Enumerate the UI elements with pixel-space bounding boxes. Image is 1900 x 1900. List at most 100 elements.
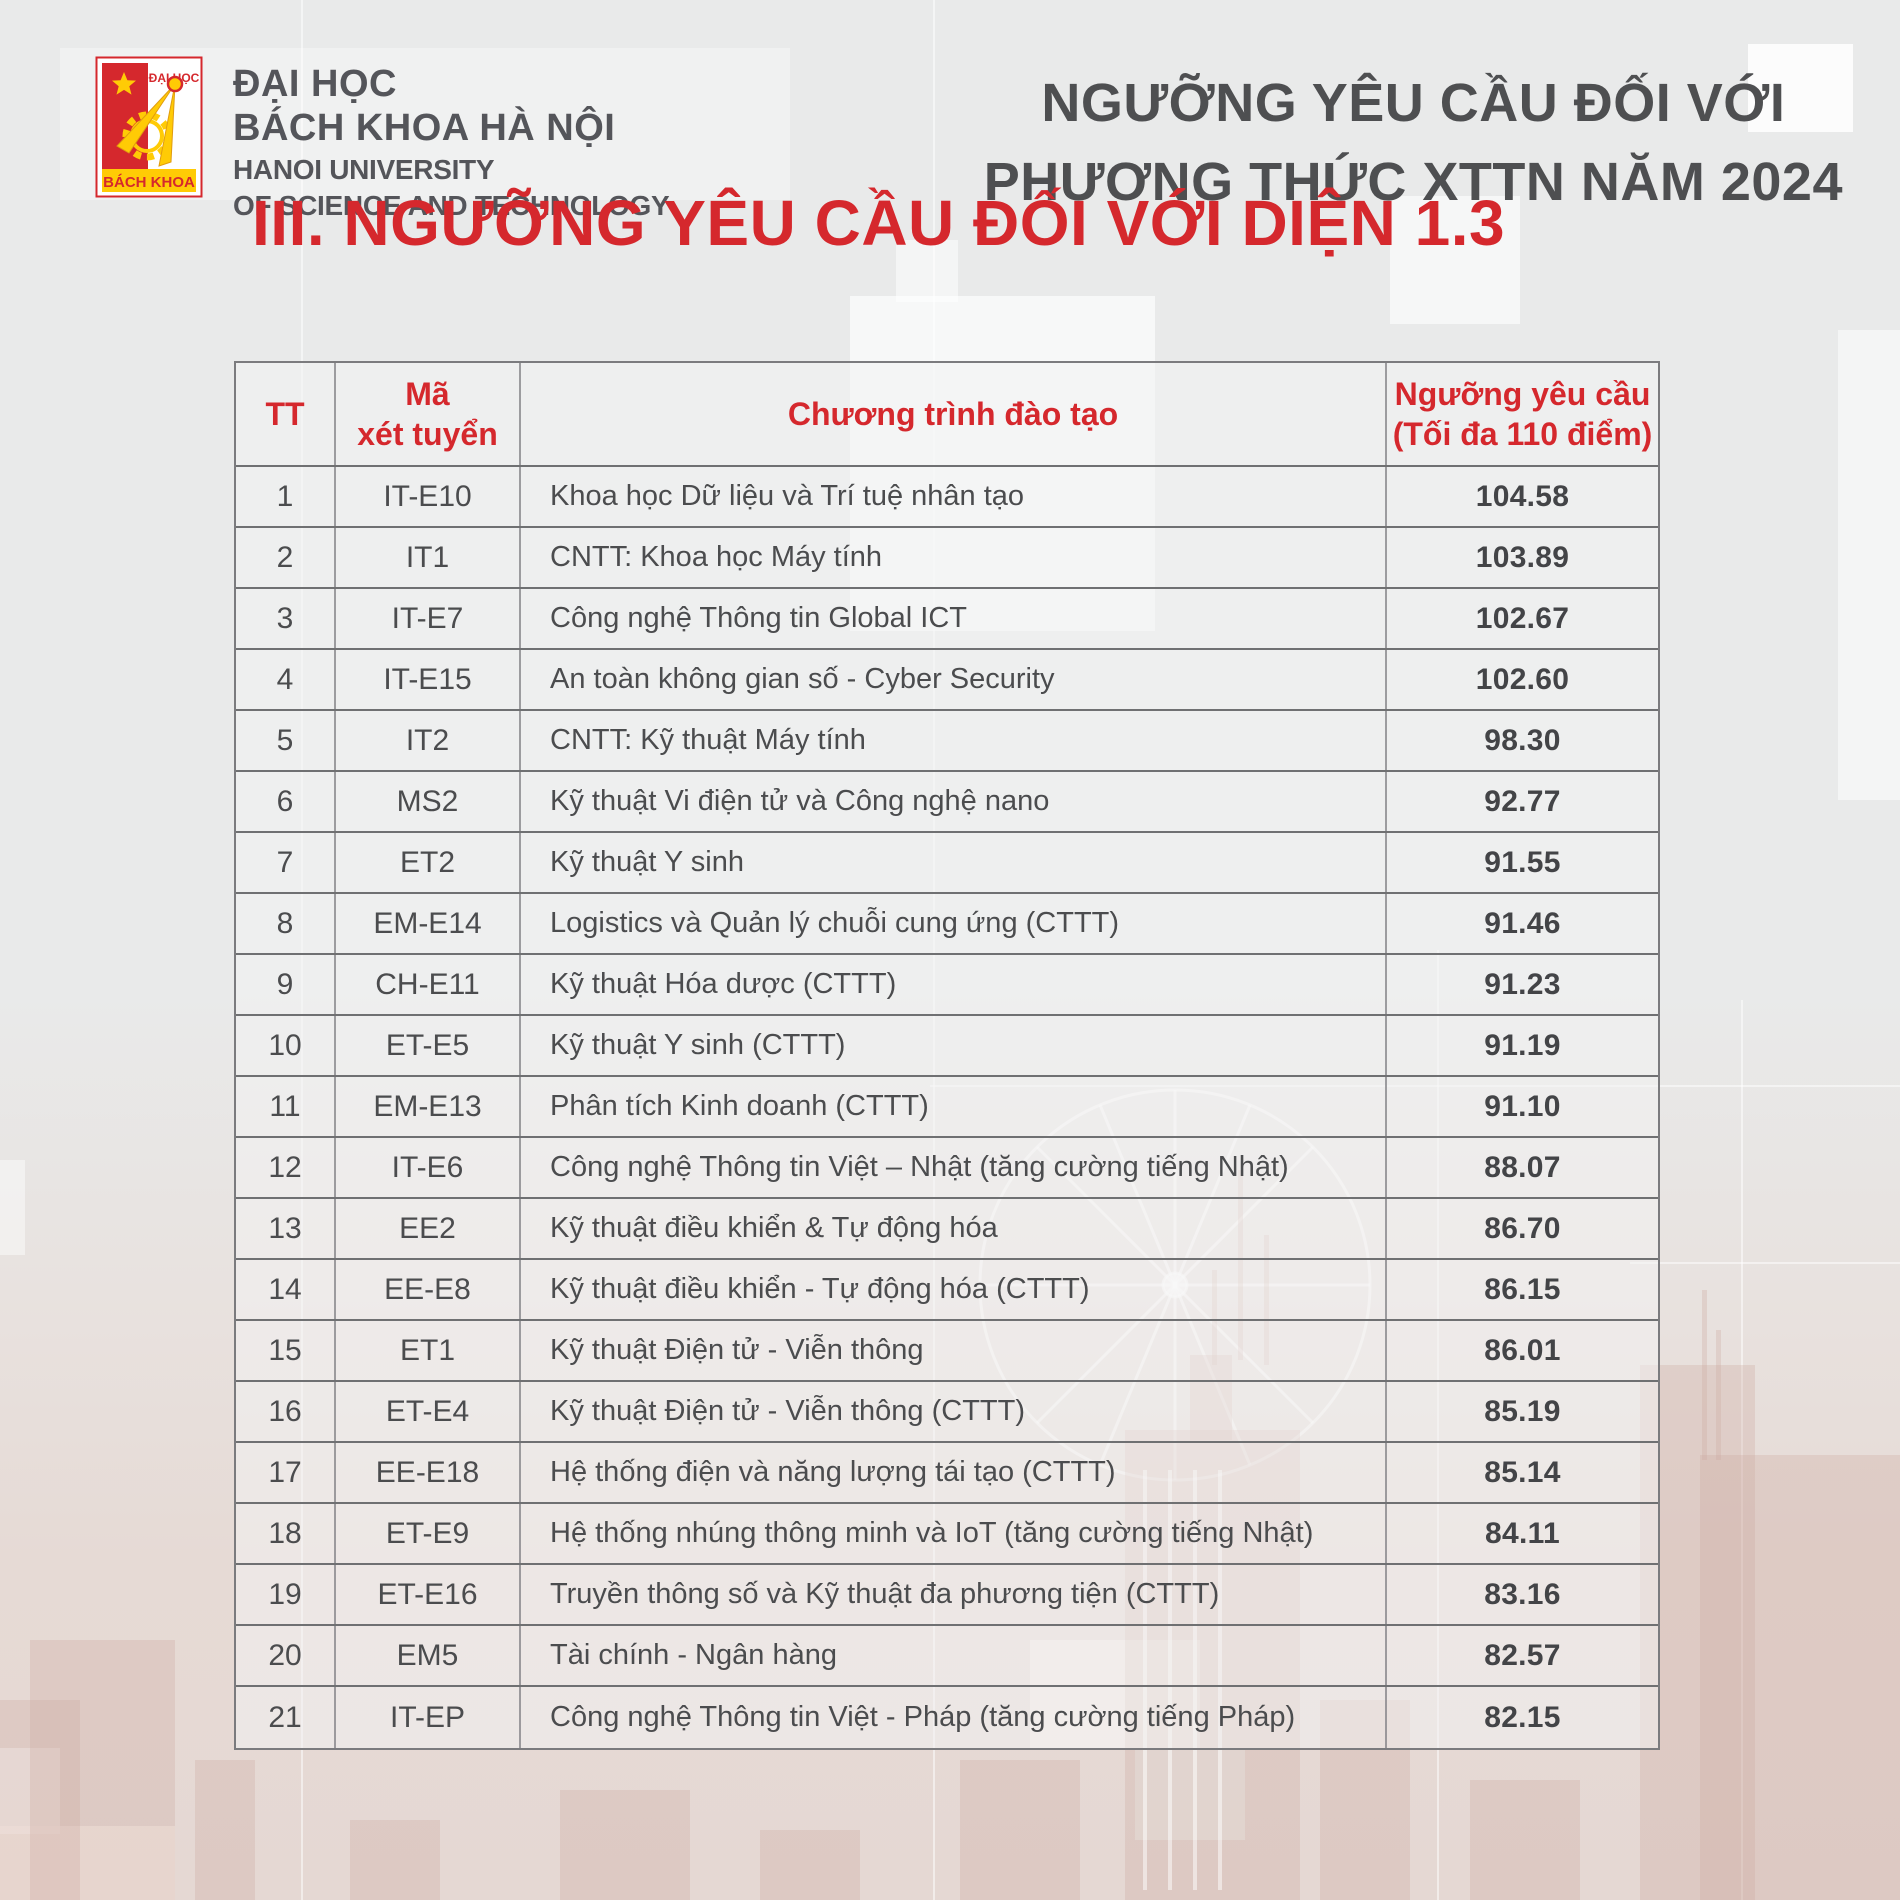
table-row: 7 ET2 Kỹ thuật Y sinh 91.55: [236, 833, 1658, 894]
banner-line1: NGƯỠNG YÊU CẦU ĐỐI VỚI: [1041, 73, 1786, 133]
university-name-vi-line2: BÁCH KHOA HÀ NỘI: [233, 107, 616, 149]
cell-score: 85.19: [1387, 1382, 1658, 1441]
cell-score: 91.46: [1387, 894, 1658, 953]
cell-score: 83.16: [1387, 1565, 1658, 1624]
cell-code: ET-E5: [336, 1016, 521, 1075]
table-row: 9 CH-E11 Kỹ thuật Hóa dược (CTTT) 91.23: [236, 955, 1658, 1016]
cell-program: Công nghệ Thông tin Việt - Pháp (tăng cư…: [521, 1687, 1387, 1748]
table-row: 17 EE-E18 Hệ thống điện và năng lượng tái …: [236, 1443, 1658, 1504]
table-row: 4 IT-E15 An toàn không gian số - Cyber Sec…: [236, 650, 1658, 711]
cell-program: An toàn không gian số - Cyber Security: [521, 650, 1387, 709]
cell-code: EM-E14: [336, 894, 521, 953]
table-row: 16 ET-E4 Kỹ thuật Điện tử - Viễn thông (CT…: [236, 1382, 1658, 1443]
cell-tt: 4: [236, 650, 336, 709]
cell-tt: 3: [236, 589, 336, 648]
university-name-en-line2: OF SCIENCE AND TECHNOLOGY: [233, 190, 670, 221]
cell-program: Công nghệ Thông tin Việt – Nhật (tăng cư…: [521, 1138, 1387, 1197]
cell-tt: 6: [236, 772, 336, 831]
cell-program: Kỹ thuật Điện tử - Viễn thông (CTTT): [521, 1382, 1387, 1441]
cell-program: Logistics và Quản lý chuỗi cung ứng (CTT…: [521, 894, 1387, 953]
cell-score: 82.15: [1387, 1687, 1658, 1748]
bg-square: [0, 1826, 175, 1900]
cell-code: ET-E4: [336, 1382, 521, 1441]
header-program: Chương trình đào tạo: [521, 363, 1387, 465]
cell-program: Kỹ thuật điều khiển - Tự động hóa (CTTT): [521, 1260, 1387, 1319]
cell-score: 86.15: [1387, 1260, 1658, 1319]
table-row: 6 MS2 Kỹ thuật Vi điện tử và Công nghệ nan…: [236, 772, 1658, 833]
cell-tt: 2: [236, 528, 336, 587]
cell-score: 91.55: [1387, 833, 1658, 892]
cell-score: 82.57: [1387, 1626, 1658, 1685]
cell-tt: 15: [236, 1321, 336, 1380]
cell-tt: 16: [236, 1382, 336, 1441]
cell-score: 92.77: [1387, 772, 1658, 831]
table-row: 5 IT2 CNTT: Kỹ thuật Máy tính 98.30: [236, 711, 1658, 772]
header-threshold: Ngưỡng yêu cầu (Tối đa 110 điểm): [1387, 363, 1658, 465]
cell-code: EM5: [336, 1626, 521, 1685]
cell-code: ET-E9: [336, 1504, 521, 1563]
cell-program: CNTT: Khoa học Máy tính: [521, 528, 1387, 587]
cell-tt: 7: [236, 833, 336, 892]
table-row: 21 IT-EP Công nghệ Thông tin Việt - Pháp (…: [236, 1687, 1658, 1748]
cell-code: IT1: [336, 528, 521, 587]
logo-bottom-label: BÁCH KHOA: [103, 174, 195, 191]
cell-score: 98.30: [1387, 711, 1658, 770]
cell-tt: 13: [236, 1199, 336, 1258]
table-row: 2 IT1 CNTT: Khoa học Máy tính 103.89: [236, 528, 1658, 589]
cell-tt: 14: [236, 1260, 336, 1319]
cell-tt: 8: [236, 894, 336, 953]
cell-code: EE2: [336, 1199, 521, 1258]
cell-program: Kỹ thuật điều khiển & Tự động hóa: [521, 1199, 1387, 1258]
table-row: 14 EE-E8 Kỹ thuật điều khiển - Tự động hóa…: [236, 1260, 1658, 1321]
cell-tt: 11: [236, 1077, 336, 1136]
table-row: 10 ET-E5 Kỹ thuật Y sinh (CTTT) 91.19: [236, 1016, 1658, 1077]
table-row: 12 IT-E6 Công nghệ Thông tin Việt – Nhật (…: [236, 1138, 1658, 1199]
table-row: 20 EM5 Tài chính - Ngân hàng 82.57: [236, 1626, 1658, 1687]
university-name-block: ĐẠI HỌC BÁCH KHOA HÀ NỘI HANOI UNIVERSIT…: [233, 62, 670, 222]
cell-tt: 10: [236, 1016, 336, 1075]
header-threshold-line1: Ngưỡng yêu cầu: [1394, 376, 1651, 412]
cell-score: 88.07: [1387, 1138, 1658, 1197]
cell-tt: 1: [236, 467, 336, 526]
cell-program: Tài chính - Ngân hàng: [521, 1626, 1387, 1685]
header-code-line1: Mã: [405, 376, 450, 412]
star-icon: [112, 72, 136, 95]
cell-tt: 12: [236, 1138, 336, 1197]
cell-program: Kỹ thuật Điện tử - Viễn thông: [521, 1321, 1387, 1380]
bg-gridline: [1741, 1000, 1743, 1900]
cell-program: Kỹ thuật Y sinh (CTTT): [521, 1016, 1387, 1075]
cell-tt: 17: [236, 1443, 336, 1502]
header-code: Mã xét tuyển: [336, 363, 521, 465]
table-row: 15 ET1 Kỹ thuật Điện tử - Viễn thông 86.01: [236, 1321, 1658, 1382]
cell-program: Hệ thống điện và năng lượng tái tạo (CTT…: [521, 1443, 1387, 1502]
bg-square: [0, 1748, 60, 1834]
cell-program: Khoa học Dữ liệu và Trí tuệ nhân tạo: [521, 467, 1387, 526]
cell-score: 85.14: [1387, 1443, 1658, 1502]
cell-tt: 5: [236, 711, 336, 770]
header-threshold-line2: (Tối đa 110 điểm): [1392, 416, 1653, 452]
table-body: 1 IT-E10 Khoa học Dữ liệu và Trí tuệ nhân …: [236, 467, 1658, 1748]
header-tt: TT: [236, 363, 336, 465]
table-row: 1 IT-E10 Khoa học Dữ liệu và Trí tuệ nhân …: [236, 467, 1658, 528]
cell-program: Công nghệ Thông tin Global ICT: [521, 589, 1387, 648]
cell-tt: 19: [236, 1565, 336, 1624]
table-row: 11 EM-E13 Phân tích Kinh doanh (CTTT) 91.10: [236, 1077, 1658, 1138]
cell-program: Kỹ thuật Y sinh: [521, 833, 1387, 892]
table-row: 19 ET-E16 Truyền thông số và Kỹ thuật đa p…: [236, 1565, 1658, 1626]
cell-tt: 20: [236, 1626, 336, 1685]
university-name-en-line1: HANOI UNIVERSITY: [233, 154, 495, 185]
cell-code: ET-E16: [336, 1565, 521, 1624]
cell-code: IT-E7: [336, 589, 521, 648]
cell-score: 102.60: [1387, 650, 1658, 709]
cell-score: 103.89: [1387, 528, 1658, 587]
cell-code: IT-E15: [336, 650, 521, 709]
cell-score: 91.10: [1387, 1077, 1658, 1136]
cell-tt: 9: [236, 955, 336, 1014]
cell-program: Kỹ thuật Hóa dược (CTTT): [521, 955, 1387, 1014]
university-name-vi-line1: ĐẠI HỌC: [233, 63, 397, 105]
bg-square: [0, 1160, 25, 1255]
table-row: 18 ET-E9 Hệ thống nhúng thông minh và IoT …: [236, 1504, 1658, 1565]
cell-score: 86.01: [1387, 1321, 1658, 1380]
threshold-table: TT Mã xét tuyển Chương trình đào tạo Ngư…: [234, 361, 1660, 1750]
cell-score: 102.67: [1387, 589, 1658, 648]
